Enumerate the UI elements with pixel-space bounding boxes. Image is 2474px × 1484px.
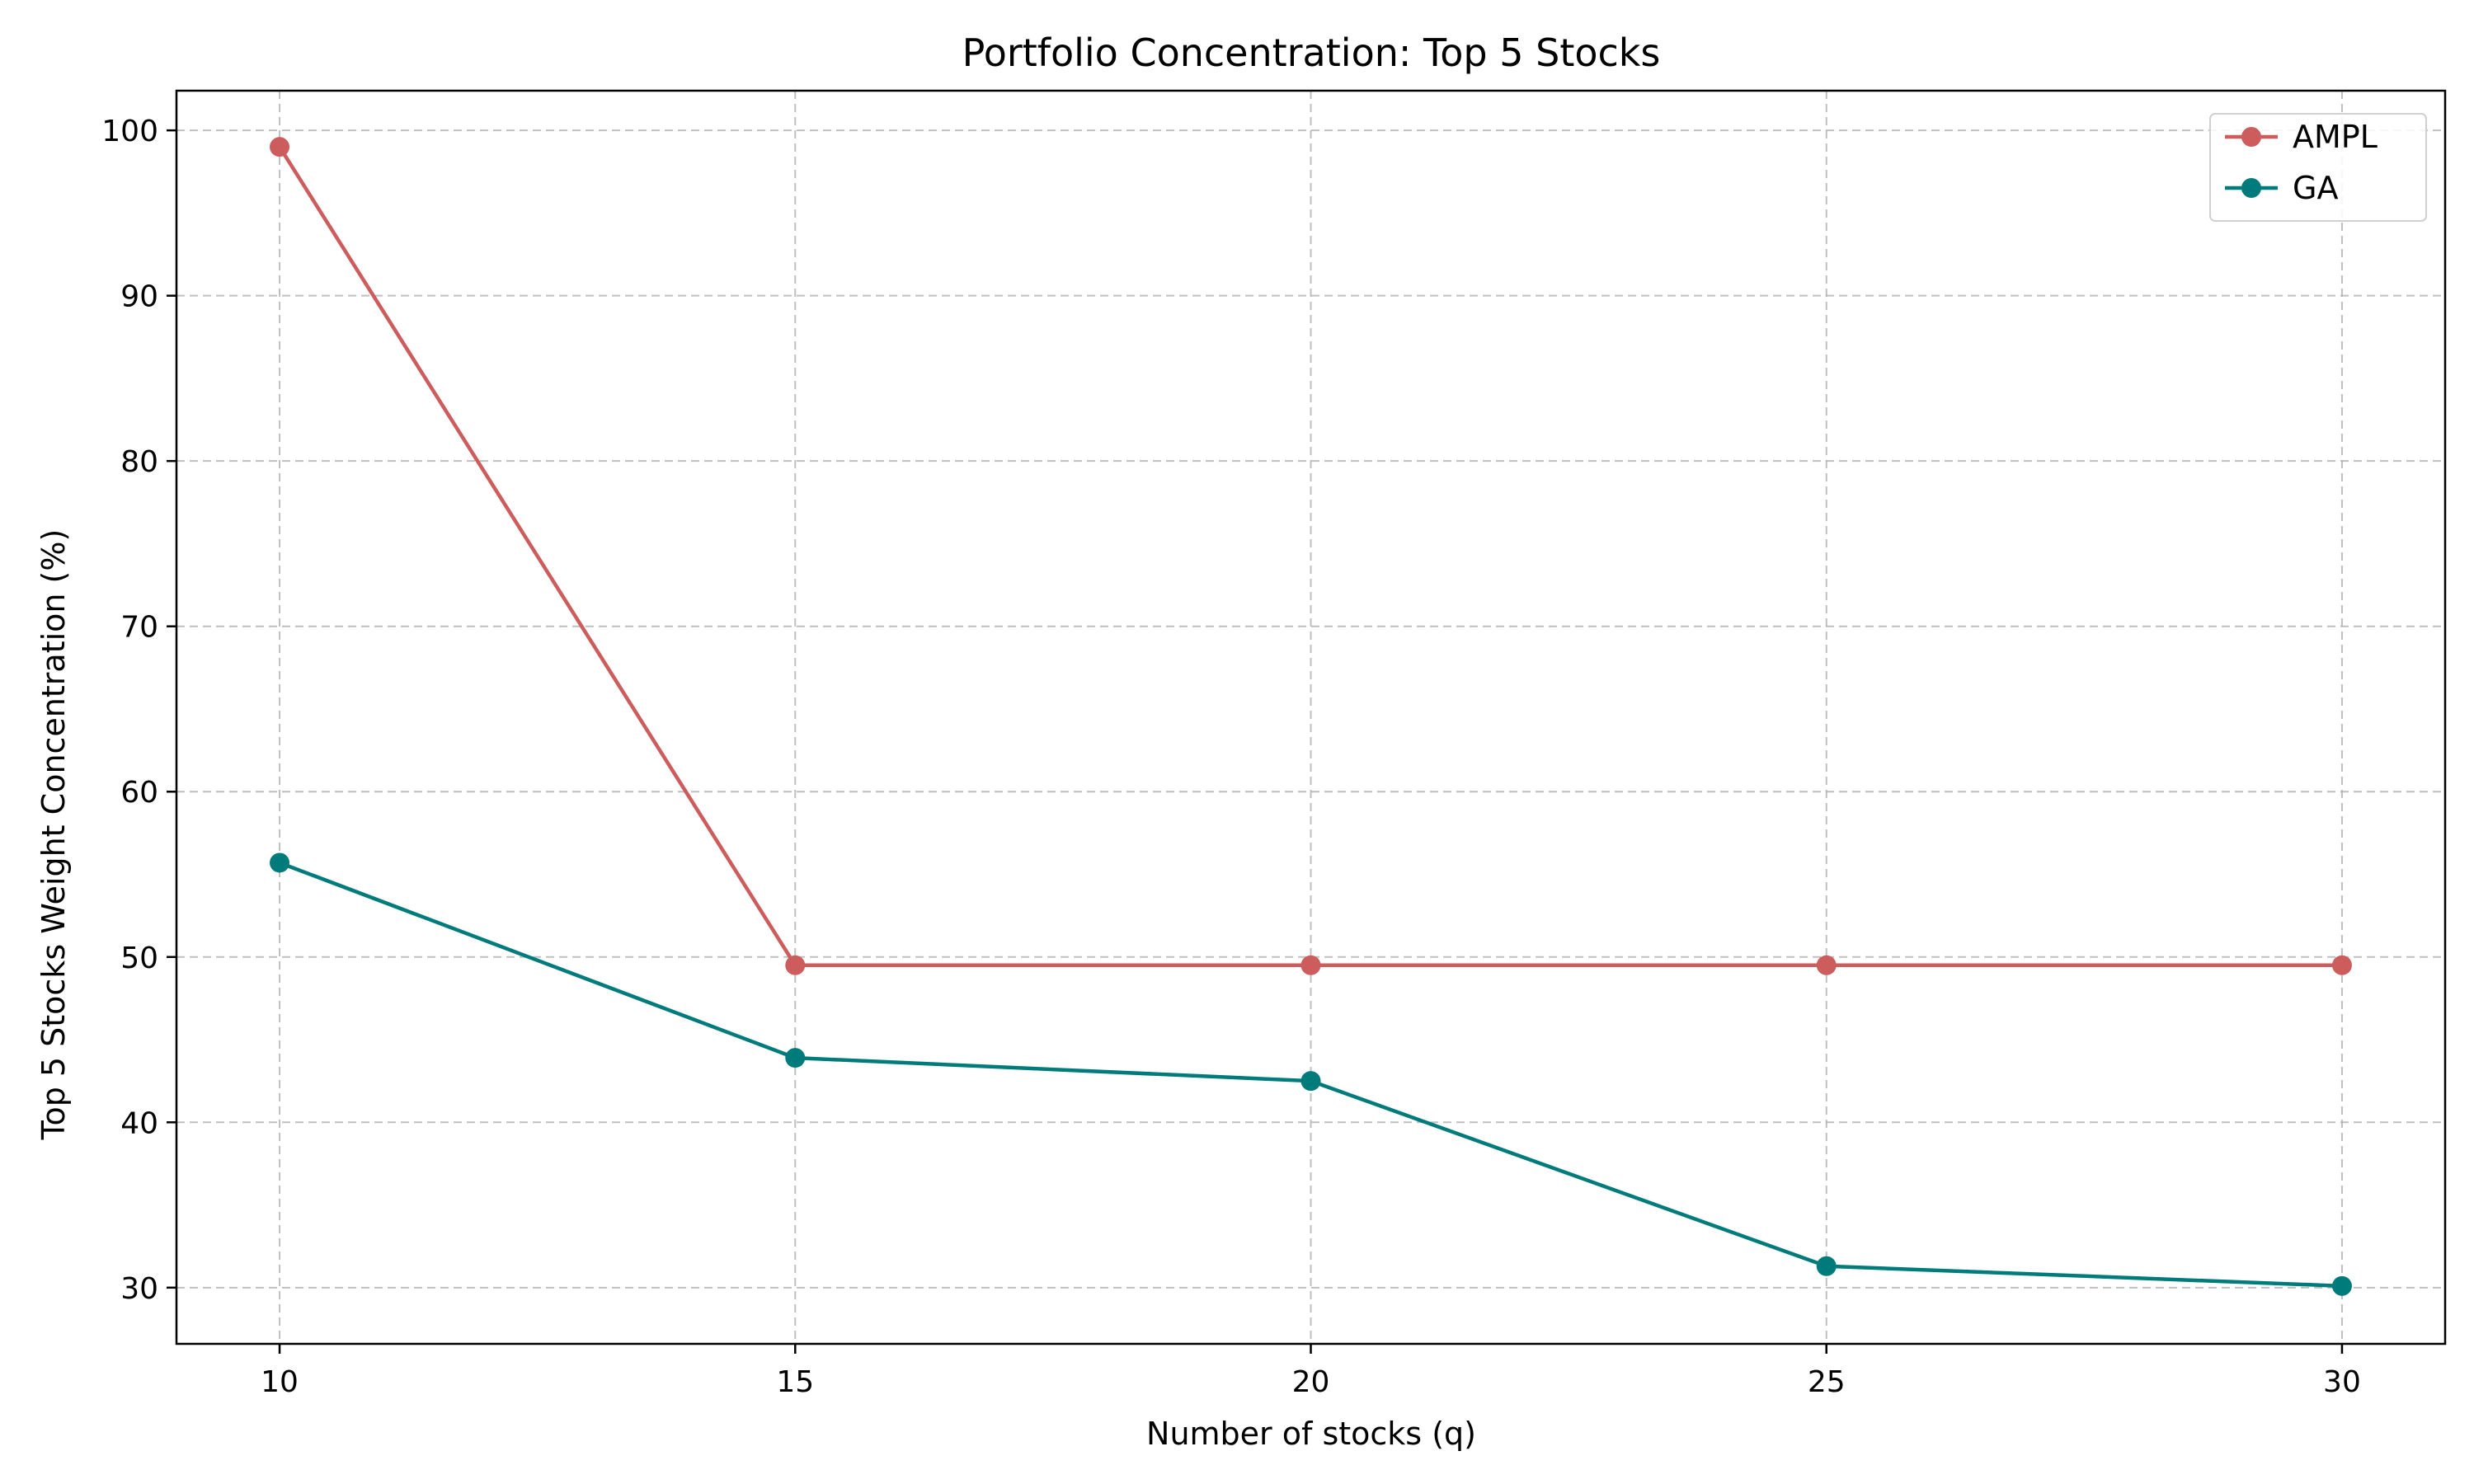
data-point-ampl [1816, 955, 1837, 975]
y-tick-label: 70 [120, 611, 158, 645]
x-tick-label: 10 [261, 1365, 299, 1399]
axis-ticks: 10 15 20 25 30 30 40 50 60 70 80 90 100 [101, 115, 2361, 1399]
y-axis-label: Top 5 Stocks Weight Concentration (%) [35, 529, 72, 1141]
legend-label-ampl: AMPL [2293, 119, 2378, 155]
y-tick-label: 90 [120, 280, 158, 314]
x-tick-label: 30 [2323, 1365, 2361, 1399]
x-tick-label: 20 [1292, 1365, 1330, 1399]
legend-marker-ga [2241, 178, 2261, 198]
legend-label-ga: GA [2293, 170, 2338, 206]
chart-title: Portfolio Concentration: Top 5 Stocks [962, 31, 1661, 75]
data-point-ga [270, 852, 290, 873]
y-tick-label: 50 [120, 942, 158, 975]
data-point-ampl [785, 955, 806, 975]
y-tick-label: 100 [101, 115, 158, 148]
data-point-ga [1816, 1256, 1837, 1276]
x-axis-label: Number of stocks (q) [1146, 1416, 1476, 1452]
legend-box [2209, 113, 2427, 222]
grid [176, 91, 2445, 1344]
data-point-ampl [1300, 955, 1321, 975]
x-tick-label: 15 [776, 1365, 814, 1399]
legend-marker-ampl [2241, 127, 2261, 147]
series-layer [270, 137, 2352, 1296]
legend: AMPL GA [2209, 113, 2427, 222]
data-point-ga [785, 1048, 806, 1068]
y-tick-label: 30 [120, 1272, 158, 1306]
y-tick-label: 40 [120, 1106, 158, 1140]
x-tick-label: 25 [1808, 1365, 1846, 1399]
data-point-ampl [2331, 955, 2352, 975]
data-point-ga [1300, 1071, 1321, 1092]
y-tick-label: 60 [120, 776, 158, 810]
y-tick-label: 80 [120, 445, 158, 479]
data-point-ampl [270, 137, 290, 157]
data-point-ga [2331, 1275, 2352, 1296]
